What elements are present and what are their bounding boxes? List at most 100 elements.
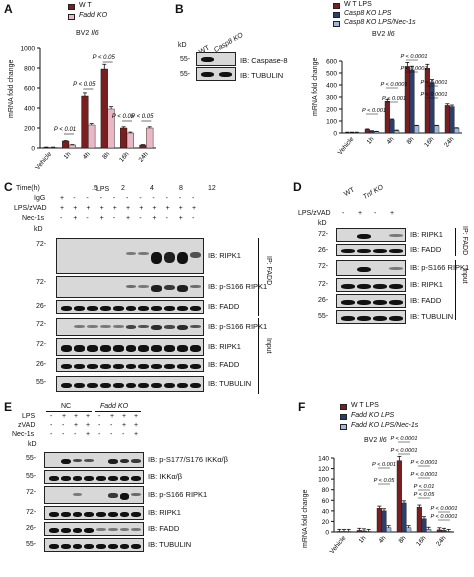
blot-strip [336, 310, 406, 324]
blot-band [125, 363, 137, 369]
e-zvad-label: zVAD [18, 422, 36, 429]
p-value: P < 0.05 [414, 492, 436, 498]
sign: + [152, 205, 157, 212]
ib-label: IB: RIPK1 [208, 342, 241, 351]
bar [436, 529, 442, 533]
p-value: P < 0.05 [112, 114, 135, 120]
blot-band [138, 382, 150, 389]
p-value: P < 0.0001 [420, 80, 447, 86]
bar [429, 82, 435, 134]
y-tick-label: 0 [333, 131, 337, 138]
ib-label: IB: TUBULIN [148, 540, 192, 549]
mw-marker: 55- [318, 313, 329, 320]
b-mw-1: 55- [180, 56, 191, 63]
bar [81, 95, 89, 149]
p-value: P < 0.0001 [410, 460, 437, 466]
y-tick-label: 200 [326, 107, 337, 114]
x-tick-label: 16h [415, 535, 428, 548]
mw-marker: 72- [36, 321, 47, 328]
x-tick-label: 1h [63, 150, 73, 160]
blot-strip [56, 276, 204, 298]
legend-swatch-b-casp8 [333, 12, 340, 18]
blot-band [164, 325, 176, 330]
blot-band [112, 363, 124, 369]
p-value: P < 0.05 [131, 114, 154, 120]
blot-band [73, 305, 85, 311]
bar [49, 147, 57, 149]
sign: - [50, 422, 53, 429]
blot-band [341, 315, 355, 321]
blot-strip [336, 294, 406, 308]
blot-band [112, 345, 124, 352]
blot-band [389, 233, 403, 237]
legend-swatch-fadd [68, 14, 75, 20]
sign: + [99, 205, 104, 212]
blot-strip [336, 278, 406, 292]
blot-band [60, 475, 71, 481]
time-label: 12 [208, 185, 216, 192]
sign: + [99, 215, 104, 222]
y-tick-label: 100 [326, 119, 337, 126]
bar [100, 68, 108, 149]
sign: + [126, 205, 131, 212]
bar [389, 119, 395, 134]
d-input-bracket [455, 260, 456, 320]
bar [364, 129, 370, 134]
c-ip-label: IP: FADD [265, 256, 272, 286]
bar [349, 132, 355, 134]
bar [126, 132, 134, 149]
blot-band [73, 325, 85, 329]
blot-band [190, 382, 201, 389]
sign: - [122, 431, 125, 438]
bar [356, 530, 362, 533]
sign: + [122, 422, 127, 429]
ib-label: IB: p-S177/S176 IKKα/β [148, 455, 228, 464]
e-group-nc-line [46, 411, 92, 412]
panel-d-label: D [293, 180, 302, 194]
mw-marker: 72- [36, 241, 47, 248]
blot-band [107, 493, 118, 498]
bar [394, 130, 400, 134]
blot-band [112, 325, 124, 329]
blot-band [138, 363, 150, 369]
blot-band [84, 458, 94, 462]
sign: - [112, 195, 116, 202]
bar [406, 527, 412, 533]
ib-label: IB: FADD [208, 360, 240, 369]
blot-band [61, 345, 72, 352]
x-tick-label: 4h [378, 534, 388, 544]
sign: + [74, 413, 79, 420]
ib-label: IB: FADD [410, 296, 442, 305]
blot-band [341, 299, 355, 305]
y-tick-label: 1000 [21, 46, 36, 53]
sign: - [74, 431, 77, 438]
blot-band [138, 284, 150, 288]
bar [381, 510, 387, 533]
blot-band [119, 458, 130, 464]
sign: - [98, 413, 101, 420]
chart-f-title: BV2 Il6 [364, 437, 387, 444]
bar [361, 530, 367, 533]
blot-band [84, 527, 94, 533]
x-tick-label: Vehicle [337, 135, 356, 156]
blot-band [151, 363, 163, 369]
bar [386, 527, 392, 533]
blot-band [99, 382, 111, 389]
blot-band [99, 345, 111, 352]
blot-band [151, 345, 163, 352]
mw-marker: 72- [26, 489, 37, 496]
sign: - [62, 422, 65, 429]
blot-band [357, 233, 371, 239]
time-label: 8 [179, 185, 183, 192]
blot-strip [44, 452, 144, 468]
panel-e-label: E [4, 400, 13, 414]
blot-band [61, 382, 72, 389]
b-ib-2: IB: TUBULIN [240, 71, 284, 80]
sign: + [139, 205, 144, 212]
p-value: P < 0.0001 [420, 92, 447, 98]
x-tick-label: 8h [398, 534, 408, 544]
blot-band [125, 382, 137, 389]
blot-band [389, 266, 403, 270]
e-nec-label: Nec-1s [12, 431, 35, 438]
mw-marker: 55- [26, 541, 37, 548]
